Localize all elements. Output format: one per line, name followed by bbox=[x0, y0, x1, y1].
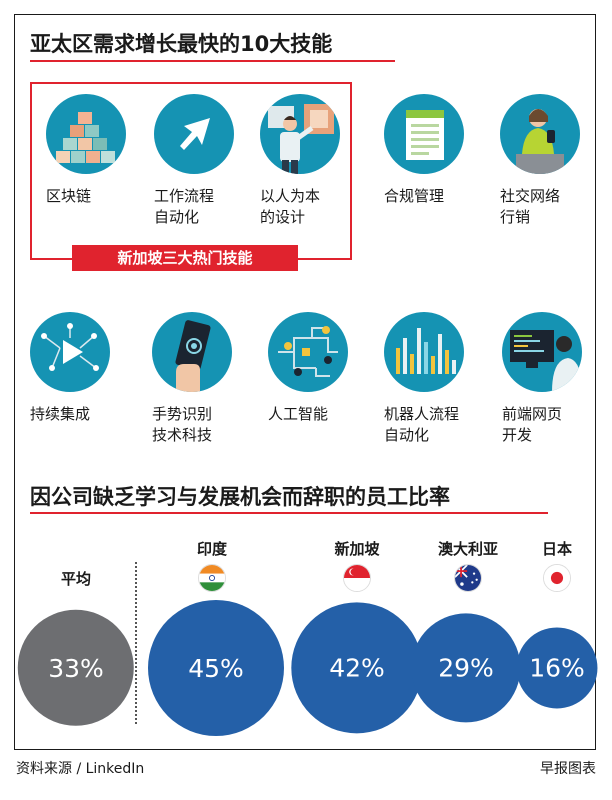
skill-social-network-marketing: 社交网络 行销 bbox=[500, 94, 600, 228]
circuit-icon bbox=[278, 326, 338, 377]
category-label-singapore: 新加坡 bbox=[334, 540, 380, 558]
bubble-value-label: 45% bbox=[188, 653, 244, 683]
singapore-flag-icon bbox=[343, 564, 371, 592]
singapore-top3-badge: 新加坡三大热门技能 bbox=[72, 245, 298, 271]
category-label-average: 平均 bbox=[60, 570, 92, 588]
computer-user-icon bbox=[510, 330, 582, 392]
bubble-value-label: 16% bbox=[529, 653, 585, 683]
bubble-india: 45% bbox=[148, 600, 284, 736]
divider-dotted-line bbox=[135, 562, 137, 724]
person-phone-icon bbox=[516, 109, 564, 174]
skill-label: 人工智能 bbox=[268, 405, 329, 423]
category-label-india: 印度 bbox=[196, 540, 228, 558]
skill-label: 社交网络 行销 bbox=[500, 187, 561, 226]
bubble-japan: 16% bbox=[516, 627, 598, 709]
skill-label: 前端网页 开发 bbox=[502, 405, 563, 444]
skill-gesture-recognition: 手势识别 技术科技 bbox=[152, 312, 252, 446]
australia-flag-icon bbox=[454, 564, 482, 592]
section1-underline bbox=[30, 60, 395, 62]
skill-continuous-integration: 持续集成 bbox=[30, 312, 130, 425]
cursor-arrow-icon bbox=[180, 118, 210, 150]
japan-flag-icon bbox=[543, 564, 571, 592]
bubble-average: 33% bbox=[17, 609, 135, 727]
skill-human-centered-design: 以人为本 的设计 bbox=[260, 94, 360, 228]
network-play-icon bbox=[41, 323, 99, 371]
category-label-japan: 日本 bbox=[541, 540, 573, 558]
source-note: 资料来源 / LinkedIn bbox=[16, 761, 145, 777]
document-icon bbox=[406, 110, 444, 160]
bubble-australia: 29% bbox=[411, 613, 521, 723]
designer-icon bbox=[268, 104, 334, 174]
bubble-singapore: 42% bbox=[291, 602, 423, 734]
skill-compliance-management: 合规管理 bbox=[384, 94, 484, 207]
skill-workflow-automation: 工作流程 自动化 bbox=[154, 94, 254, 228]
infographic-frame bbox=[14, 14, 596, 750]
skill-label: 手势识别 技术科技 bbox=[152, 405, 213, 444]
skill-label: 机器人流程 自动化 bbox=[384, 405, 460, 444]
blocks-icon bbox=[56, 112, 115, 163]
category-label-australia: 澳大利亚 bbox=[437, 540, 499, 558]
section1-title: 亚太区需求增长最快的10大技能 bbox=[30, 32, 333, 56]
hand-phone-icon bbox=[175, 320, 211, 392]
skill-blockchain: 区块链 bbox=[46, 94, 146, 207]
skill-label: 区块链 bbox=[46, 187, 92, 205]
bubble-value-label: 42% bbox=[329, 653, 385, 683]
skill-label: 持续集成 bbox=[30, 405, 91, 423]
skill-label: 工作流程 自动化 bbox=[154, 187, 215, 226]
credit-note: 早报图表 bbox=[540, 761, 596, 777]
skill-label: 以人为本 的设计 bbox=[260, 187, 321, 226]
bubble-value-label: 29% bbox=[438, 653, 494, 683]
skill-frontend-web-development: 前端网页 开发 bbox=[502, 312, 602, 446]
skill-artificial-intelligence: 人工智能 bbox=[268, 312, 368, 425]
bars-icon bbox=[396, 328, 456, 374]
skill-robotic-process-automation: 机器人流程 自动化 bbox=[384, 312, 484, 446]
section2-underline bbox=[30, 512, 548, 514]
bubble-value-label: 33% bbox=[48, 653, 104, 683]
india-flag-icon bbox=[198, 564, 226, 592]
section2-title: 因公司缺乏学习与发展机会而辞职的员工比率 bbox=[30, 485, 450, 509]
skill-label: 合规管理 bbox=[384, 187, 445, 205]
